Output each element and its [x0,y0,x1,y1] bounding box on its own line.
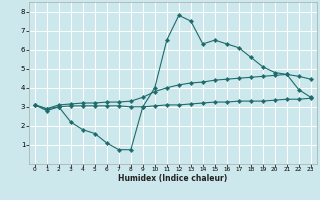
X-axis label: Humidex (Indice chaleur): Humidex (Indice chaleur) [118,174,228,183]
